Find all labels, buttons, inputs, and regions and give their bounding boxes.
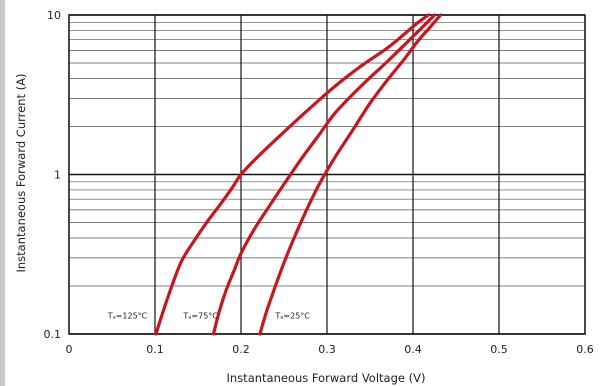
x-tick-label: 0.4: [404, 343, 422, 356]
data-series: [154, 13, 443, 336]
y-tick-label: 10: [47, 9, 61, 22]
curve-labels: Tₐ=125°C Tₐ=75°C Tₐ=25°C: [107, 312, 311, 321]
x-tick-labels: 0 0.1 0.2 0.3 0.4 0.5 0.6: [66, 343, 594, 356]
y-tick-label: 0.1: [44, 328, 62, 341]
x-tick-label: 0: [66, 343, 73, 356]
curve-label: Tₐ=25°C: [274, 312, 310, 321]
x-tick-label: 0.6: [576, 343, 594, 356]
curve-label: Tₐ=125°C: [107, 312, 148, 321]
x-tick-label: 0.2: [232, 343, 250, 356]
y-axis-title: Instantaneous Forward Current (A): [14, 74, 28, 273]
x-tick-label: 0.1: [146, 343, 164, 356]
x-tick-label: 0.3: [318, 343, 336, 356]
x-axis-title: Instantaneous Forward Voltage (V): [227, 371, 426, 385]
series-line: [258, 13, 443, 336]
curve-label: Tₐ=75°C: [182, 312, 218, 321]
x-tick-label: 0.5: [490, 343, 508, 356]
major-gridlines: [68, 14, 586, 335]
series-line: [211, 13, 437, 336]
left-strip: [0, 0, 5, 386]
series-line: [154, 13, 431, 336]
y-tick-label: 1: [54, 169, 61, 182]
plot-frame: [68, 14, 586, 335]
y-tick-labels: 0.1 1 10: [44, 9, 62, 341]
